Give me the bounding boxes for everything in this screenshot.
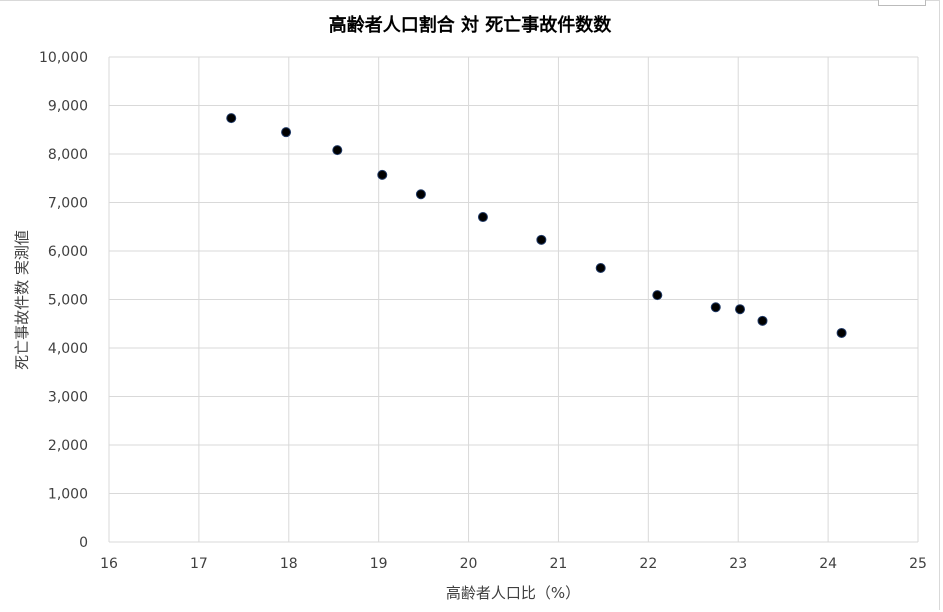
data-point [477,212,488,223]
x-axis-label: 高齢者人口比（%） [446,584,580,602]
x-tick-labels: 16 17 18 19 20 21 22 23 24 25 [100,556,927,572]
x-tick-label: 16 [100,556,118,572]
data-point [377,169,388,180]
y-tick-labels: 0 1,000 2,000 3,000 4,000 5,000 6,000 7,000 8,00… [39,50,88,551]
y-tick-label: 3,000 [48,390,88,406]
x-tick-label: 21 [550,556,568,572]
y-tick-label: 8,000 [48,147,88,163]
chart-title: 高齢者人口割合 対 死亡事故件数数 [329,14,613,36]
x-tick-label: 24 [819,556,837,572]
y-tick-label: 1,000 [48,487,88,503]
data-point [536,234,547,245]
data-point [735,304,746,315]
data-point [332,145,343,156]
data-point [710,302,721,313]
data-point [757,315,768,326]
y-tick-label: 2,000 [48,438,88,454]
x-tick-label: 25 [909,556,927,572]
data-point [836,327,847,338]
y-tick-label: 6,000 [48,244,88,260]
data-point [595,262,606,273]
data-points [226,113,847,338]
y-tick-label: 9,000 [48,99,88,115]
x-tick-label: 22 [639,556,657,572]
data-point [415,189,426,200]
data-point [226,113,237,124]
x-tick-label: 19 [370,556,388,572]
data-point [652,290,663,301]
x-tick-label: 23 [729,556,747,572]
x-tick-label: 20 [460,556,478,572]
data-point [281,127,292,138]
y-tick-label: 5,000 [48,293,88,309]
x-tick-label: 18 [280,556,298,572]
y-axis-label: 死亡事故件数 実測値 [13,230,31,370]
y-tick-label: 4,000 [48,341,88,357]
x-tick-label: 17 [190,556,208,572]
cut-off-label-box [878,0,926,6]
y-tick-label: 0 [79,535,88,551]
gridlines [108,56,919,543]
y-tick-label: 7,000 [48,196,88,212]
y-tick-label: 10,000 [39,50,88,66]
